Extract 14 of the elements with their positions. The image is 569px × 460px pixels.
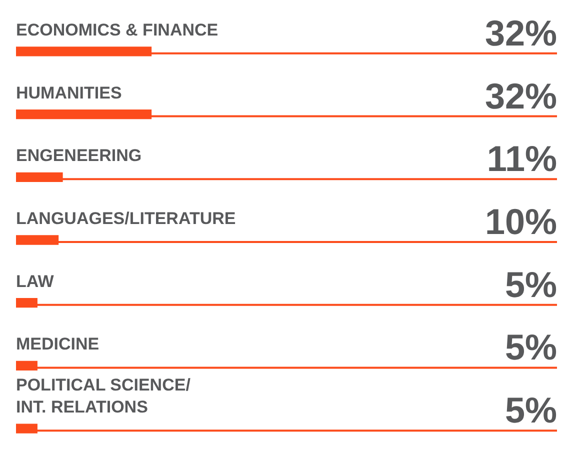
y-tick-label: ENGENEERING: [16, 146, 142, 166]
y-tick-label: LAW: [16, 272, 55, 291]
data-label: 32%: [484, 12, 557, 54]
y-tick-label: HUMANITIES: [16, 83, 122, 102]
data-label: 32%: [484, 75, 557, 116]
data-label: 5%: [504, 264, 557, 305]
y-tick-label: MEDICINE: [16, 334, 100, 354]
data-label: 5%: [504, 390, 557, 431]
y-tick-label: ECONOMICS & FINANCE: [16, 20, 218, 40]
data-label: 5%: [504, 326, 557, 368]
y-tick-label: LANGUAGES/LITERATURE: [16, 209, 236, 228]
data-label: 10%: [484, 201, 557, 242]
data-label: 11%: [486, 138, 557, 180]
y-tick-label: POLITICAL SCIENCE/ INT. RELATIONS: [16, 376, 191, 417]
